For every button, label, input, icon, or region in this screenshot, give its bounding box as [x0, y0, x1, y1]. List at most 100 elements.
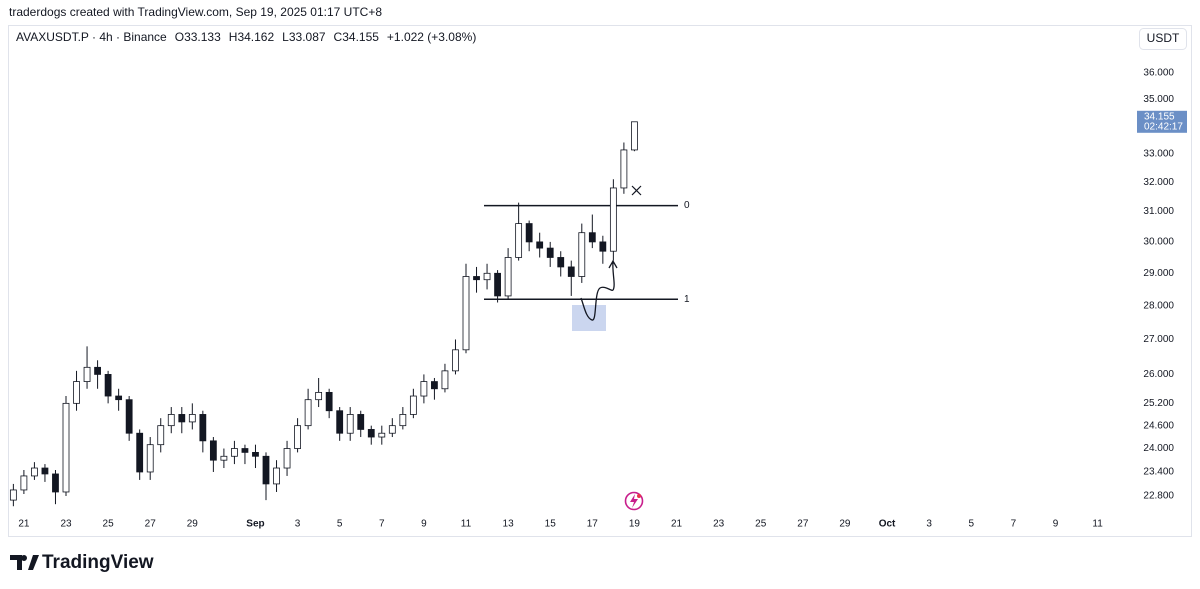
alert-icon[interactable] [624, 491, 644, 511]
candle-body [231, 448, 238, 457]
x-tick-label: 19 [629, 519, 641, 530]
candle-body [136, 432, 144, 473]
x-tick-label: 21 [18, 519, 30, 530]
candle-body [525, 223, 533, 243]
header-field: +1.022 (+3.08%) [387, 30, 476, 44]
last-price: 34.155 [1144, 111, 1175, 122]
x-tick-label: 5 [337, 519, 343, 530]
candle-body [199, 414, 207, 442]
x-tick-label: 7 [1011, 519, 1017, 530]
x-tick-label: 5 [968, 519, 974, 530]
y-tick-label: 32.000 [1143, 177, 1174, 188]
candle-body [31, 467, 38, 477]
candle-body [104, 374, 112, 397]
candle-body [304, 399, 312, 427]
level-label: 0 [684, 200, 690, 211]
candle-body [262, 455, 270, 485]
candle-body [620, 149, 628, 189]
candle-body [52, 473, 59, 493]
candle-body [115, 395, 123, 401]
x-tick-label: 11 [461, 519, 472, 530]
x-tick-label: 9 [421, 519, 427, 530]
candle-body [494, 272, 501, 297]
candle-body [462, 276, 470, 351]
candle-body [209, 440, 217, 461]
candle-body [146, 444, 154, 473]
y-tick-label: 27.000 [1143, 334, 1174, 345]
candle-body [536, 241, 544, 249]
x-tick-label: Sep [246, 519, 264, 530]
y-tick-label: 22.800 [1143, 491, 1174, 502]
candle-body [388, 425, 396, 434]
x-tick-label: 3 [926, 519, 932, 530]
x-tick-label: 15 [545, 519, 557, 530]
x-tick-label: 29 [839, 519, 851, 530]
candle-body [125, 399, 133, 434]
candle-body [367, 429, 375, 438]
y-tick-label: 24.000 [1143, 443, 1174, 454]
candle-body [609, 187, 617, 252]
candle-body [41, 467, 49, 475]
y-tick-label: 26.000 [1143, 369, 1174, 380]
currency[interactable]: USDT [1147, 31, 1180, 45]
candle-body [409, 395, 417, 415]
candle-body [157, 425, 165, 446]
header-field: 34.155 [342, 30, 379, 44]
candle-body [546, 247, 554, 258]
last-price-box [1137, 110, 1187, 133]
candle-body [420, 381, 428, 397]
candle-body [357, 414, 365, 430]
candle-body [473, 276, 480, 281]
candle-body [567, 266, 575, 277]
candle-body [315, 391, 323, 401]
brand: TradingView [42, 552, 154, 573]
candle-body [336, 410, 344, 434]
y-tick-label: 29.000 [1143, 268, 1174, 279]
y-tick-label: 25.200 [1143, 398, 1174, 409]
candle-body [599, 241, 607, 252]
candle-body [252, 451, 259, 457]
drawn-arrow [580, 259, 618, 321]
x-tick-label: 23 [60, 519, 72, 530]
countdown: 02:42:17 [1144, 121, 1183, 132]
y-tick-label: 36.000 [1143, 68, 1174, 79]
level-label: 1 [684, 294, 690, 305]
x-tick-label: 27 [145, 519, 157, 530]
candle-body [515, 223, 523, 258]
currency-button[interactable] [1139, 28, 1187, 50]
y-tick-label: 33.000 [1143, 148, 1174, 159]
candle-body [178, 414, 186, 423]
x-tick-label: 25 [103, 519, 115, 530]
candle-body [220, 455, 228, 461]
candle-body [452, 349, 459, 372]
candle-body [294, 425, 301, 449]
candle-body [588, 232, 596, 243]
candle-body [504, 257, 512, 297]
symbol-info: AVAXUSDT.P · 4h · Binance O33.133 H34.162 L… [16, 30, 476, 44]
candle-body [346, 414, 354, 434]
candle-body [241, 448, 249, 453]
candle-body [557, 257, 565, 268]
y-tick-label: 30.000 [1143, 237, 1174, 248]
candle-body [483, 272, 491, 281]
candle-body [283, 448, 291, 469]
candle-body [83, 366, 91, 382]
y-tick-label: 35.000 [1143, 94, 1174, 105]
chart-frame [8, 25, 1192, 537]
candle-body [399, 414, 407, 427]
header-field: 33.133 [184, 30, 221, 44]
x-tick-label: 13 [503, 519, 515, 530]
header-field: 33.087 [289, 30, 326, 44]
candle-body [631, 121, 638, 151]
y-tick-label: 23.400 [1143, 467, 1174, 478]
candle-body [94, 366, 101, 375]
x-tick-label: 23 [713, 519, 725, 530]
candle-body [9, 489, 17, 501]
x-tick-label: 3 [295, 519, 301, 530]
x-tick-label: 7 [379, 519, 385, 530]
x-tick-label: 21 [671, 519, 683, 530]
candle-body [167, 414, 175, 427]
x-tick-label: 9 [1053, 519, 1059, 530]
